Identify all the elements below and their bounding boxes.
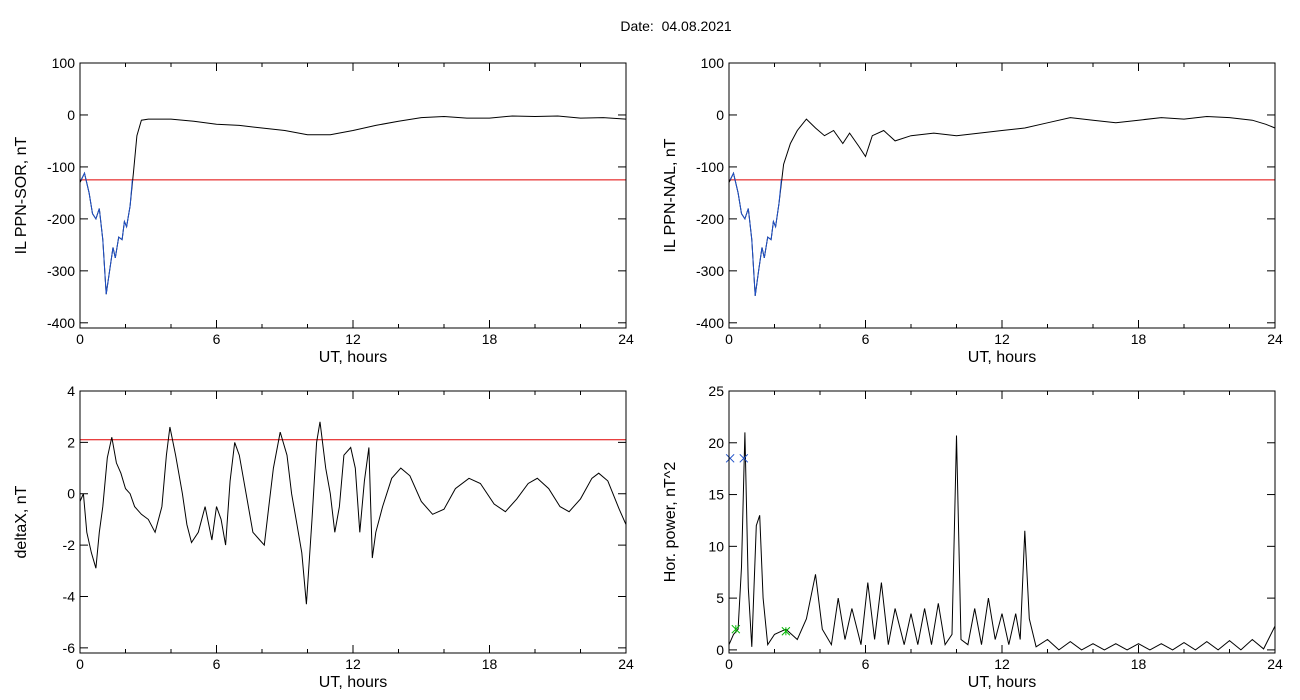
y-axis-label: IL PPN-NAL, nT	[662, 138, 679, 252]
x-tick-label: 24	[1267, 331, 1283, 347]
series-line-2	[80, 171, 133, 295]
x-tick-label: 0	[76, 331, 84, 347]
y-tick-label: 20	[708, 435, 724, 451]
y-axis-label: IL PPN-SOR, nT	[13, 136, 30, 254]
x-tick-label: 6	[862, 656, 870, 672]
y-tick-label: -300	[696, 263, 724, 279]
y-tick-label: -2	[63, 537, 76, 553]
y-tick-label: 0	[716, 642, 724, 658]
x-tick-label: 0	[725, 656, 733, 672]
y-tick-label: 2	[67, 434, 75, 450]
x-tick-label: 24	[618, 331, 634, 347]
x-tick-label: 0	[76, 656, 84, 672]
y-tick-label: -200	[47, 211, 75, 227]
page-title: Date: 04.08.2021	[620, 18, 732, 34]
x-tick-label: 0	[725, 331, 733, 347]
y-axis-label: deltaX, nT	[13, 485, 30, 558]
x-tick-label: 18	[1131, 656, 1147, 672]
x-axis-label: UT, hours	[968, 674, 1036, 691]
series-line-1	[728, 432, 1276, 651]
y-tick-label: 0	[716, 107, 724, 123]
y-tick-label: 15	[708, 487, 724, 503]
series-line-1	[79, 421, 627, 605]
chart-panel-4: 0 6 12 18 24 25 20 15 10 5 0 UT, hours Hor. power, n…	[662, 383, 1283, 691]
x-axis-label: UT, hours	[319, 674, 387, 691]
series-line-1	[79, 115, 627, 295]
y-tick-label: -300	[47, 263, 75, 279]
x-axis-label: UT, hours	[968, 349, 1036, 366]
x-tick-label: 6	[862, 331, 870, 347]
plot-frame	[728, 62, 1276, 329]
y-tick-label: -100	[696, 159, 724, 175]
series-line-2	[729, 171, 782, 296]
y-tick-label: -100	[47, 159, 75, 175]
x-tick-label: 24	[1267, 656, 1283, 672]
plot-frame	[79, 390, 627, 654]
y-tick-label: 10	[708, 538, 724, 554]
y-tick-label: -200	[696, 211, 724, 227]
y-tick-label: -400	[47, 315, 75, 331]
y-tick-label: -6	[63, 640, 76, 656]
x-tick-label: 12	[994, 656, 1010, 672]
x-tick-label: 6	[213, 331, 221, 347]
y-tick-label: -4	[63, 588, 76, 604]
x-axis-label: UT, hours	[319, 349, 387, 366]
y-tick-label: 25	[708, 383, 724, 399]
chart-panel-2: 0 6 12 18 24 100 0 -100 -200 -300 -400 UT, hours IL …	[662, 55, 1283, 366]
x-tick-label: 18	[1131, 331, 1147, 347]
chart-panel-3: 0 6 12 18 24 4 2 0 -2 -4 -6 UT, hours deltaX, nT	[13, 383, 634, 691]
y-tick-label: 100	[701, 55, 725, 71]
series-line-1	[728, 115, 1276, 296]
y-tick-label: 4	[67, 383, 75, 399]
marker-4	[781, 626, 791, 636]
y-tick-label: 5	[716, 590, 724, 606]
x-tick-label: 24	[618, 656, 634, 672]
marker-3	[731, 624, 741, 634]
x-tick-label: 12	[994, 331, 1010, 347]
plot-frame	[79, 62, 627, 329]
x-tick-label: 12	[345, 656, 361, 672]
y-tick-label: 100	[52, 55, 76, 71]
y-tick-label: 0	[67, 486, 75, 502]
chart-panel-1: 0 6 12 18 24 100 0 -100 -200 -300 -400 UT, hours IL …	[13, 55, 634, 366]
x-tick-label: 18	[482, 331, 498, 347]
x-tick-label: 6	[213, 656, 221, 672]
y-tick-label: -400	[696, 315, 724, 331]
y-tick-label: 0	[67, 107, 75, 123]
x-tick-label: 12	[345, 331, 361, 347]
y-axis-label: Hor. power, nT^2	[662, 462, 679, 583]
marker-1	[725, 453, 735, 463]
x-tick-label: 18	[482, 656, 498, 672]
marker-2	[739, 453, 749, 463]
